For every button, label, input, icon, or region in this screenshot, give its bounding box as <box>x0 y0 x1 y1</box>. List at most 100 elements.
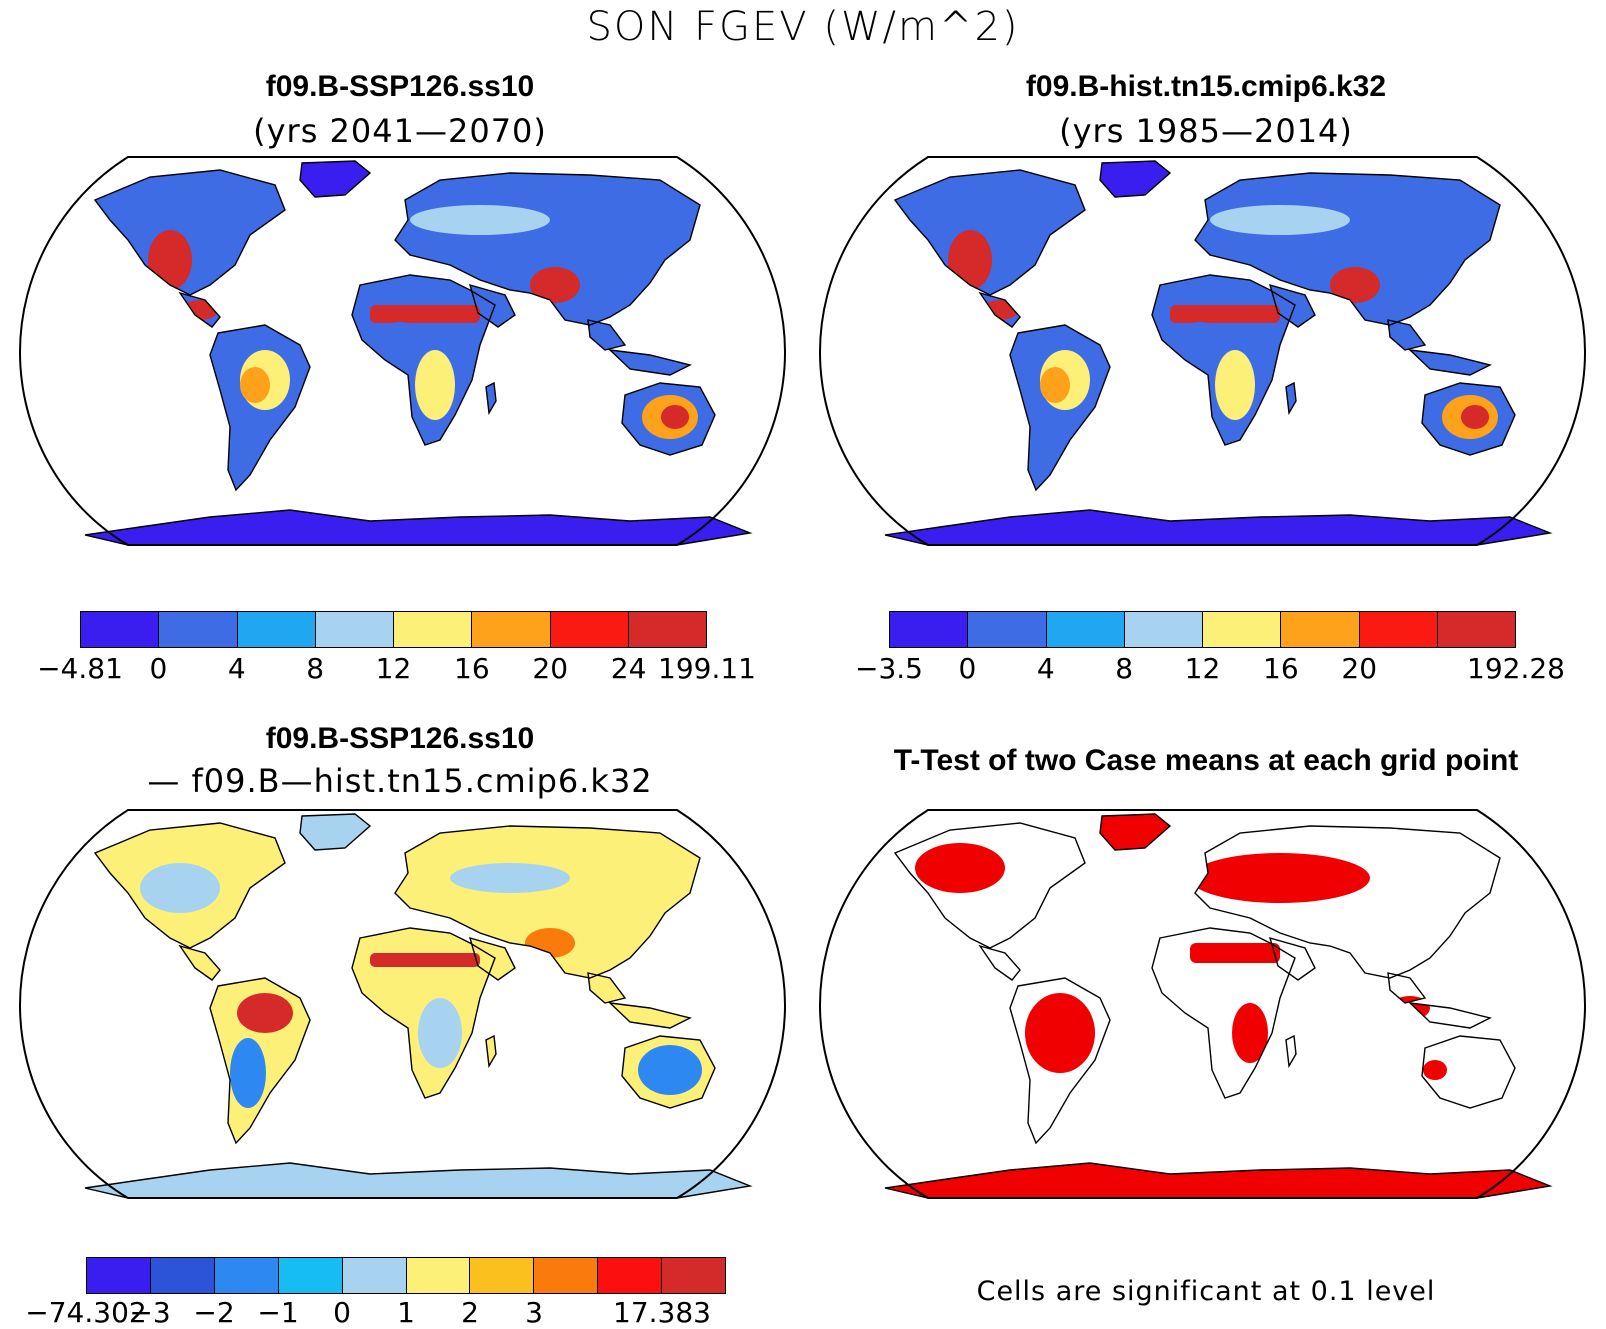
coastline-africa <box>1151 274 1296 446</box>
field-anomaly-region <box>450 863 570 893</box>
colorbar-swatch <box>598 1258 663 1293</box>
coastline-sa <box>209 324 311 492</box>
coastline-greenland <box>299 813 372 851</box>
colorbar-swatch <box>550 612 629 647</box>
coastline-seasia <box>587 972 627 1004</box>
coastline-ca <box>978 944 1021 981</box>
coastline-australia <box>621 382 716 456</box>
map-top-left <box>18 156 787 546</box>
field-anomaly-region <box>1190 853 1370 903</box>
coastline-sa <box>209 977 311 1145</box>
field-anomaly-region <box>1190 943 1280 963</box>
coastline-sa <box>1009 977 1111 1145</box>
land-arabia <box>1270 285 1315 327</box>
coastline-madagascar <box>485 1034 497 1069</box>
colorbar-labels-top-left: −4.81 0 4 8 12 16 20 24 199.11 <box>37 652 756 688</box>
field-anomaly-region <box>1025 993 1095 1073</box>
field-anomaly-region <box>1170 305 1280 323</box>
coastline-eurasia <box>1194 825 1501 979</box>
coastline-greenland <box>1099 813 1172 851</box>
colorbar-swatch <box>1437 612 1515 647</box>
panel-subtitle-top-left: (yrs 2041—2070) <box>253 112 547 150</box>
coastline-australia <box>1421 1035 1516 1109</box>
field-anomaly-region <box>165 197 255 233</box>
colorbar-tick-label: 199.11 <box>658 652 756 685</box>
colorbar-top-left <box>80 611 707 648</box>
colorbar-tick-label: 12 <box>1184 652 1221 685</box>
field-anomaly-region <box>410 205 550 235</box>
colorbar-swatch <box>342 1258 407 1293</box>
map-field-layer <box>885 814 1550 1198</box>
map-field-layer <box>85 814 750 1198</box>
colorbar-swatch <box>159 612 238 647</box>
field-anomaly-region <box>1040 367 1070 403</box>
coastline-indonesia <box>1407 1002 1493 1029</box>
coastline-arabia <box>1268 936 1316 981</box>
coastline-na <box>893 169 1086 296</box>
colorbar-swatch <box>315 612 394 647</box>
main-title: SON FGEV (W/m^2) <box>586 4 1020 50</box>
coastline-seasia <box>1387 319 1427 351</box>
colorbar-swatch <box>662 1258 726 1293</box>
field-anomaly-region <box>240 367 270 403</box>
coastline-ca <box>178 944 221 981</box>
colorbar-swatch <box>278 1258 343 1293</box>
colorbar-bottom-left <box>86 1257 726 1294</box>
colorbar-labels-top-right: −3.5 0 4 8 12 16 20 192.28 <box>855 652 1565 688</box>
colorbar-tick-label: 0 <box>333 1296 351 1329</box>
field-anomaly-region <box>965 197 1055 233</box>
colorbar-swatch <box>214 1258 279 1293</box>
coastline-australia <box>621 1035 716 1109</box>
map-border <box>818 156 1587 546</box>
colorbar-swatch <box>968 612 1047 647</box>
colorbar-tick-label: 2 <box>461 1296 479 1329</box>
coastline-seasia <box>587 319 627 351</box>
colorbar-swatch <box>628 612 706 647</box>
colorbar-tick-label: 0 <box>149 652 168 685</box>
coastline-na <box>93 822 286 949</box>
colorbar-tick-label: 0 <box>958 652 977 685</box>
colorbar-tick-label: 20 <box>532 652 569 685</box>
field-anomaly-region <box>1210 205 1350 235</box>
colorbar-swatch <box>534 1258 599 1293</box>
field-anomaly-region <box>948 230 992 290</box>
field-anomaly-region <box>370 305 480 323</box>
colorbar-tick-label: −3 <box>129 1296 171 1329</box>
field-anomaly-region <box>1232 1003 1268 1063</box>
land-antarctica <box>885 1163 1550 1198</box>
map-field-layer <box>85 161 750 545</box>
coastline-africa <box>1151 927 1296 1099</box>
coastline-seasia <box>1387 972 1427 1004</box>
colorbar-tick-label: 4 <box>227 652 246 685</box>
colorbar-swatch <box>1281 612 1360 647</box>
land-eurasia <box>395 826 700 978</box>
colorbar-tick-label: −1 <box>257 1296 299 1329</box>
panel-title-bottom-right: T-Test of two Case means at each grid po… <box>893 744 1519 777</box>
land-antarctica <box>85 1163 750 1198</box>
colorbar-swatch <box>472 612 551 647</box>
coastline-africa <box>351 927 496 1099</box>
map-bottom-left <box>18 809 787 1199</box>
colorbar-tick-label: 20 <box>1341 652 1378 685</box>
coastline-indonesia <box>607 349 693 376</box>
panel-title-top-left: f09.B-SSP126.ss10 <box>265 70 535 103</box>
map-bottom-right <box>818 809 1587 1199</box>
field-anomaly-region <box>370 953 480 967</box>
panel-subtitle-bottom-left: — f09.B—hist.tn15.cmip6.k32 <box>147 762 653 800</box>
colorbar-swatch <box>890 612 969 647</box>
land-arabia <box>470 285 515 327</box>
field-anomaly-region <box>230 1038 266 1108</box>
map-border <box>18 156 787 546</box>
colorbar-tick-label: 1 <box>397 1296 415 1329</box>
coastline-eurasia <box>1194 172 1501 326</box>
coastline-greenland <box>1099 160 1172 198</box>
colorbar-top-right <box>889 611 1516 648</box>
field-anomaly-region <box>1215 350 1255 420</box>
coastline-madagascar <box>485 381 497 416</box>
field-anomaly-region <box>148 230 192 290</box>
field-anomaly-region <box>1175 322 1225 358</box>
coastline-arabia <box>468 936 516 981</box>
land-antarctica <box>885 510 1550 545</box>
panel-subtitle-top-right: (yrs 1985—2014) <box>1059 112 1353 150</box>
colorbar-tick-label: 12 <box>375 652 412 685</box>
